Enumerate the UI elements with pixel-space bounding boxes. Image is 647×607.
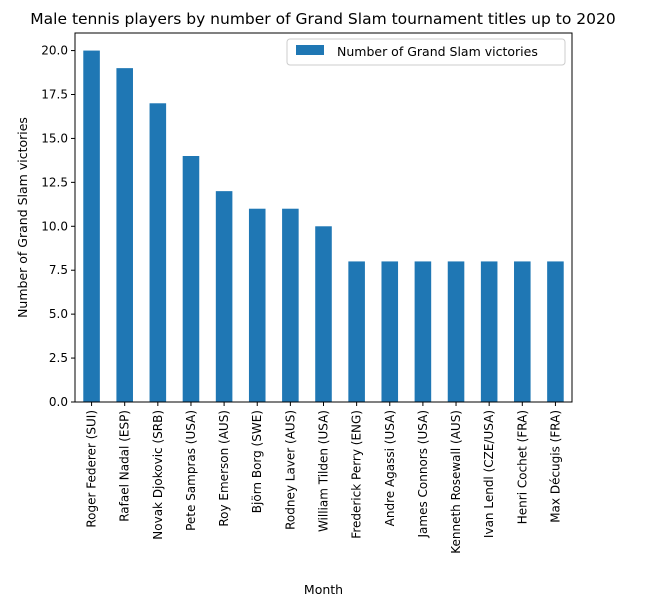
x-tick-label: Andre Agassi (USA) xyxy=(383,410,397,526)
x-tick-label: Pete Sampras (USA) xyxy=(184,410,198,531)
x-tick-label: Novak Djokovic (SRB) xyxy=(151,410,165,540)
bar xyxy=(514,261,531,402)
x-tick-label: Henri Cochet (FRA) xyxy=(515,410,529,524)
bar xyxy=(348,261,365,402)
plot-frame xyxy=(74,32,573,403)
y-tick-label: 12.5 xyxy=(41,175,68,189)
x-tick-label: Kenneth Rosewall (AUS) xyxy=(449,410,463,554)
y-axis-label: Number of Grand Slam victories xyxy=(15,117,30,318)
y-tick-label: 20.0 xyxy=(41,44,68,58)
x-tick-label: Frederick Perry (ENG) xyxy=(350,410,364,539)
x-axis-label: Month xyxy=(304,582,343,597)
bar xyxy=(182,156,200,402)
y-tick-label: 5.0 xyxy=(49,307,68,321)
y-tick-label: 2.5 xyxy=(49,351,68,365)
x-tick-label: William Tilden (USA) xyxy=(317,410,331,532)
bar xyxy=(480,261,498,402)
legend-swatch xyxy=(296,45,324,55)
y-tick-label: 17.5 xyxy=(41,88,68,102)
y-tick-label: 0.0 xyxy=(49,395,68,409)
legend-box xyxy=(286,38,566,66)
bar xyxy=(215,191,233,402)
bar xyxy=(547,261,564,402)
x-tick-label: Roger Federer (SUI) xyxy=(85,410,99,528)
bars xyxy=(83,50,564,403)
x-tick-label: Rafael Nadal (ESP) xyxy=(118,410,132,522)
x-axis: Roger Federer (SUI) Rafael Nadal (ESP) Nov… xyxy=(85,402,562,554)
y-axis: 0.0 2.5 5.0 7.5 10.0 12.5 15.0 17.5 20.0 xyxy=(41,44,75,409)
bar xyxy=(248,208,266,402)
y-tick-label: 10.0 xyxy=(41,219,68,233)
x-tick-label: Ivan Lendl (CZE/USA) xyxy=(482,410,496,538)
x-tick-label: Roy Emerson (AUS) xyxy=(217,410,231,527)
x-tick-label: Rodney Laver (AUS) xyxy=(283,410,297,530)
bar xyxy=(282,208,299,402)
bar xyxy=(315,226,332,402)
bar xyxy=(414,261,432,402)
legend: Number of Grand Slam victories xyxy=(286,38,566,66)
x-tick-label: James Connors (USA) xyxy=(416,410,430,539)
bar xyxy=(149,103,167,403)
x-tick-label: Max Décugis (FRA) xyxy=(548,410,562,523)
bar xyxy=(381,261,399,402)
chart-title: Male tennis players by number of Grand S… xyxy=(30,10,615,28)
bar xyxy=(447,261,465,402)
x-tick-label: Björn Borg (SWE) xyxy=(250,410,264,513)
y-tick-label: 15.0 xyxy=(41,131,68,145)
legend-label: Number of Grand Slam victories xyxy=(337,44,538,59)
bar xyxy=(83,50,100,402)
y-tick-label: 7.5 xyxy=(49,263,68,277)
bar xyxy=(116,68,133,403)
